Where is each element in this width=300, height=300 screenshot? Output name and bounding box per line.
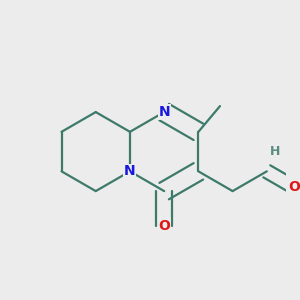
Text: O: O: [288, 180, 300, 194]
Text: H: H: [269, 145, 280, 158]
Text: N: N: [124, 164, 136, 178]
Text: N: N: [158, 105, 170, 119]
Text: O: O: [158, 219, 170, 233]
